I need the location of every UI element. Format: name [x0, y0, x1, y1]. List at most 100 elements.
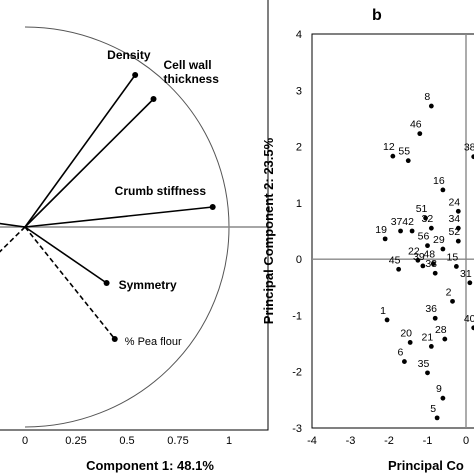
score-point-label: 12 — [383, 141, 395, 153]
score-point — [450, 298, 455, 304]
score-point-label: 33 — [425, 258, 437, 270]
score-point-label: 39 — [413, 251, 425, 263]
x-tick-label: 0.25 — [65, 435, 86, 447]
score-point-label: 32 — [422, 213, 434, 225]
score-point-label: 9 — [436, 383, 442, 395]
score-point — [467, 280, 473, 286]
y-axis-title: Principal Component 2: 23.5% — [261, 137, 276, 324]
score-point-label: 15 — [447, 251, 459, 263]
x-axis-title: Component 1: 48.1% — [86, 458, 214, 473]
score-point — [390, 153, 396, 159]
score-point-label: 37 — [391, 216, 403, 228]
vector-tip-density — [132, 72, 139, 78]
loading-vectors: Density Cell wall thickness Crumb stiffness… — [0, 48, 219, 348]
score-point — [428, 103, 434, 109]
score-point-label: 16 — [433, 175, 445, 187]
y-tick-label: 2 — [296, 142, 302, 154]
y-tick-label: 1 — [296, 198, 302, 210]
score-point — [423, 215, 428, 221]
score-point — [415, 257, 421, 263]
score-point — [409, 228, 415, 234]
vector-label-symmetry: Symmetry — [119, 278, 177, 292]
loadings-plot-frame — [0, 0, 269, 431]
score-point-label: 21 — [422, 331, 434, 343]
vector-pea-flour — [24, 226, 116, 340]
score-point-label: 51 — [416, 203, 428, 215]
score-point — [432, 270, 438, 276]
score-point-label: 34 — [448, 213, 460, 225]
score-point-label: 24 — [448, 196, 460, 208]
vector-density — [24, 74, 136, 228]
score-point — [428, 343, 434, 349]
score-point-label: 40 — [464, 313, 474, 325]
x-axis-title: Principal Co — [388, 458, 464, 473]
score-point-label: 22 — [408, 245, 420, 257]
score-point-label: 2 — [446, 286, 452, 298]
score-point — [417, 131, 423, 137]
score-point — [405, 158, 411, 164]
score-point-label: 8 — [424, 91, 430, 103]
score-point-label: 56 — [418, 231, 430, 243]
score-point — [425, 243, 430, 249]
x-tick-label: -4 — [307, 435, 317, 447]
score-point-label: 1 — [380, 305, 386, 317]
score-point — [453, 264, 459, 269]
x-tick-label: 1 — [226, 435, 232, 447]
score-point-label: 46 — [410, 119, 422, 131]
y-tick-label: 0 — [296, 254, 302, 266]
vector-tip-cell-wall-thickness — [150, 96, 157, 102]
vector-label-cell-wall-thickness: Cell wall thickness — [164, 58, 220, 86]
x-tick-labels: -4 -3 -2 -1 0 — [307, 435, 469, 447]
score-point-label: 31 — [460, 268, 472, 280]
score-point-label: 35 — [418, 358, 430, 370]
score-point — [455, 225, 461, 231]
x-tick-label: 0.75 — [167, 435, 188, 447]
score-point-label: 38 — [464, 142, 474, 154]
score-point — [384, 317, 390, 323]
score-point-label: 28 — [435, 324, 447, 336]
x-tick-labels: 0 0.25 0.5 0.75 1 — [22, 435, 232, 447]
score-point — [398, 228, 403, 234]
score-point — [396, 266, 402, 272]
score-plot-frame — [311, 33, 474, 429]
score-point — [382, 236, 388, 242]
score-point — [430, 261, 436, 267]
y-tick-label: -1 — [292, 310, 302, 322]
vector-tip-crumb-stiffness — [209, 204, 216, 210]
score-point-label: 52 — [448, 226, 460, 238]
score-point-label: 20 — [400, 327, 412, 339]
score-point-label: 42 — [402, 216, 414, 228]
score-point — [455, 208, 461, 214]
score-point — [440, 395, 446, 401]
score-point — [432, 315, 438, 321]
y-tick-labels: 4 3 2 1 0 -1 -2 -3 — [292, 29, 302, 435]
score-point — [455, 238, 461, 244]
score-point-label: 6 — [397, 347, 403, 359]
score-point-label: 55 — [398, 146, 410, 158]
x-tick-label: 0 — [463, 435, 469, 447]
score-point — [471, 325, 474, 331]
vector-baking-program — [0, 226, 26, 253]
y-tick-label: 3 — [296, 85, 302, 97]
score-point — [407, 340, 413, 345]
vector-tip-symmetry — [103, 280, 110, 286]
score-point — [402, 359, 407, 364]
score-point-label: 5 — [430, 403, 436, 415]
vector-symmetry — [24, 226, 108, 284]
score-point — [420, 263, 426, 269]
score-point-label: 19 — [375, 224, 387, 236]
score-point — [440, 246, 446, 252]
loadings-plot: Density Cell wall thickness Crumb stiffness… — [0, 0, 269, 473]
score-point-label: 36 — [425, 303, 437, 315]
score-point-label: 45 — [389, 254, 401, 266]
score-point — [434, 415, 440, 421]
vector-cell-wall-thickness — [24, 98, 155, 228]
vector-tip-pea-flour — [111, 336, 118, 342]
score-point — [440, 187, 446, 193]
y-tick-label: 4 — [296, 29, 302, 41]
score-point — [425, 370, 430, 376]
score-point — [471, 154, 474, 160]
